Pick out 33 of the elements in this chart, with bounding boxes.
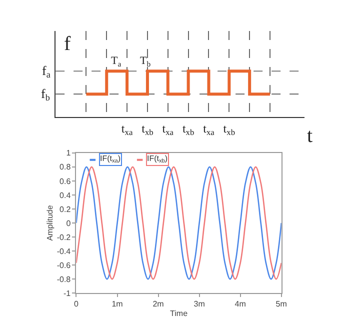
y-tick-label: 1 bbox=[66, 148, 72, 158]
y-tick-label: -0.6 bbox=[56, 260, 72, 270]
y-tick-label: -0.2 bbox=[56, 232, 72, 242]
y-axis-title: Amplitude bbox=[46, 204, 55, 241]
x-tick-label: 2m bbox=[152, 300, 164, 309]
y-tick-label: 0.8 bbox=[60, 162, 72, 172]
x-axis-title: t bbox=[307, 125, 313, 147]
y-tick-label: 0.6 bbox=[60, 176, 72, 186]
y-tick-label: 0.4 bbox=[60, 190, 72, 200]
y-tick-label: -1 bbox=[64, 288, 72, 298]
x-tick-label: 4m bbox=[234, 300, 246, 309]
legend-label: IF(t$_{xb}$) bbox=[147, 154, 168, 165]
x-tick-label: 1m bbox=[112, 300, 124, 309]
x-tick-label: t$_{xa}$ bbox=[162, 121, 174, 137]
y-tick-label: 0.2 bbox=[60, 204, 72, 214]
ref-line-label: f$_{b}$ bbox=[41, 86, 50, 103]
x-tick-label: 5m bbox=[276, 300, 288, 309]
y-tick-label: -0.8 bbox=[56, 274, 72, 284]
y-tick-label: 0 bbox=[66, 218, 72, 228]
y-tick-label: -0.4 bbox=[56, 246, 72, 256]
x-tick-label: t$_{xb}$ bbox=[182, 121, 194, 137]
x-axis-title: Time bbox=[170, 308, 188, 318]
text: T$_{b}$ bbox=[140, 55, 151, 68]
x-tick-label: 3m bbox=[194, 300, 206, 309]
ref-line-label: f$_{a}$ bbox=[42, 63, 50, 80]
x-tick-label: t$_{xb}$ bbox=[223, 121, 236, 137]
text: T$_{a}$ bbox=[111, 55, 122, 68]
x-tick-label: t$_{xa}$ bbox=[121, 121, 133, 137]
x-tick-label: t$_{xb}$ bbox=[142, 121, 154, 137]
x-tick-label: 0 bbox=[74, 300, 80, 309]
legend-label: IF(t$_{xa}$) bbox=[100, 154, 121, 165]
y-axis-title: f bbox=[64, 33, 71, 55]
x-tick-label: t$_{xa}$ bbox=[203, 121, 215, 137]
